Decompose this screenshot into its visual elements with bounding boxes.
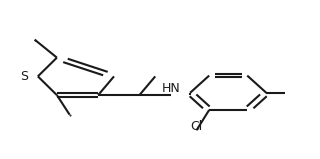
Text: HN: HN xyxy=(162,82,180,95)
Text: Cl: Cl xyxy=(190,120,203,133)
Text: S: S xyxy=(20,70,28,83)
